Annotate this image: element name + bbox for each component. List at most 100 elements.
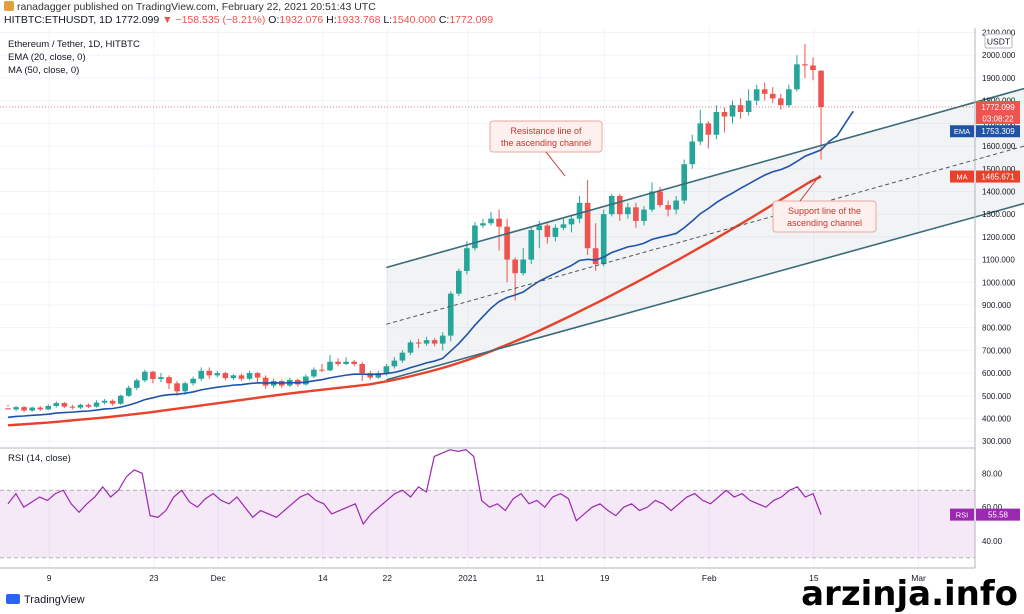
- symbol-info: HITBTC:ETHUSDT, 1D 1772.099 ▼ −158.535 (…: [4, 14, 493, 27]
- candle-body: [37, 407, 43, 410]
- candle-body: [391, 360, 398, 367]
- channel-lines: [0, 87, 1024, 381]
- price-tick-label: 700.000: [982, 346, 1011, 355]
- candle: [327, 354, 333, 372]
- candle: [174, 381, 180, 396]
- candle-body: [383, 366, 390, 374]
- price-axis[interactable]: 300.000 400.000 500.000 600.000 700.000 800.0…: [982, 29, 1016, 447]
- ema-tag-label-box: [950, 125, 974, 138]
- candle-body: [335, 361, 341, 364]
- candle-body: [319, 369, 325, 371]
- candle: [222, 371, 229, 381]
- candle: [37, 406, 43, 411]
- candle-body: [617, 196, 623, 215]
- candle: [665, 200, 671, 217]
- candle: [190, 376, 196, 386]
- candle-body: [689, 141, 696, 165]
- rsi-tag-label-box: [950, 508, 974, 521]
- currency-badge[interactable]: USDT: [984, 33, 1013, 49]
- candle: [464, 241, 470, 275]
- candle: [625, 202, 631, 219]
- candle: [769, 87, 776, 103]
- legend: Ethereum / Tether, 1D, HITBTC EMA (20, c…: [8, 39, 140, 464]
- candle-body: [222, 373, 229, 379]
- price-tick-label: 600.000: [982, 369, 1011, 378]
- time-tick-label: 23: [149, 573, 159, 583]
- candle-body: [142, 371, 148, 381]
- candle-body: [608, 196, 615, 215]
- candle-body: [729, 105, 736, 117]
- candle-body: [5, 408, 11, 410]
- candle: [198, 367, 204, 382]
- candle-body: [769, 93, 776, 99]
- candle: [472, 222, 478, 251]
- candle: [335, 358, 341, 367]
- candle: [109, 399, 116, 406]
- indicator-lines: [7, 110, 854, 427]
- candle: [69, 404, 76, 410]
- candle-body: [504, 226, 510, 260]
- candle-body: [520, 259, 526, 274]
- candle: [810, 57, 816, 81]
- candle-body: [560, 224, 567, 228]
- candle-body: [198, 370, 204, 379]
- candle-body: [633, 207, 639, 221]
- close-value: 1772.099: [449, 14, 494, 26]
- open-value: 1932.076: [279, 14, 324, 26]
- resistance-pointer: [545, 151, 566, 177]
- resistance-annotation: Resistance line of the ascending channel: [489, 120, 603, 177]
- candle-body: [818, 70, 824, 107]
- candle-body: [415, 342, 422, 344]
- candle-body: [423, 340, 430, 344]
- candle: [560, 218, 567, 231]
- ema-tag-value: 1753.309: [981, 127, 1015, 136]
- legend-ema[interactable]: EMA (20, close, 0): [8, 52, 86, 63]
- countdown-box: [976, 112, 1020, 124]
- candle: [407, 340, 414, 355]
- price-tick-label: 500.000: [982, 392, 1011, 401]
- candle-body: [150, 371, 156, 379]
- ma-tag-value-box: [976, 170, 1020, 183]
- candle: [705, 121, 712, 149]
- candle: [311, 367, 317, 379]
- time-tick-label: 15: [809, 573, 819, 583]
- candle: [753, 84, 760, 106]
- candle-body: [657, 191, 663, 206]
- candle: [592, 223, 599, 271]
- ma-tag-value: 1465.671: [981, 173, 1015, 182]
- high-label: H:: [326, 14, 337, 26]
- time-axis[interactable]: 9 23 Dec 14 22 2021 11 19 Feb 15 Mar: [47, 573, 926, 583]
- candle: [496, 209, 502, 251]
- price-tick-label: 1500.000: [982, 165, 1016, 174]
- candle: [142, 369, 148, 383]
- candle-body: [117, 395, 124, 404]
- tradingview-logo[interactable]: TradingView: [6, 594, 85, 606]
- candle-body: [29, 407, 35, 411]
- time-tick-label: 2021: [458, 573, 477, 583]
- candle-body: [158, 377, 164, 379]
- candle-body: [45, 406, 52, 410]
- candle-body: [673, 200, 679, 210]
- candle: [512, 257, 518, 301]
- candle: [761, 82, 768, 101]
- legend-ma[interactable]: MA (50, close, 0): [8, 65, 79, 76]
- candle: [786, 84, 792, 108]
- legend-rsi[interactable]: RSI (14, close): [8, 453, 71, 464]
- channel-area: [386, 88, 1024, 380]
- candle: [713, 105, 720, 140]
- candle-body: [761, 89, 768, 94]
- candle: [53, 401, 60, 408]
- price-tick-label: 1900.000: [982, 74, 1016, 83]
- price-tick-label: 300.000: [982, 437, 1011, 446]
- candle: [238, 373, 245, 382]
- candle-body: [174, 383, 180, 392]
- candle: [117, 394, 124, 405]
- candle: [480, 218, 486, 228]
- candle: [802, 43, 808, 78]
- candle: [61, 402, 68, 409]
- rsi-axis[interactable]: 40.00 60.00 80.00: [982, 469, 1003, 546]
- header-bar: ranadagger published on TradingView.com,…: [0, 0, 1024, 28]
- candle: [681, 159, 687, 204]
- rsi-tick-label: 60.00: [982, 503, 1003, 512]
- candle-body: [721, 112, 728, 117]
